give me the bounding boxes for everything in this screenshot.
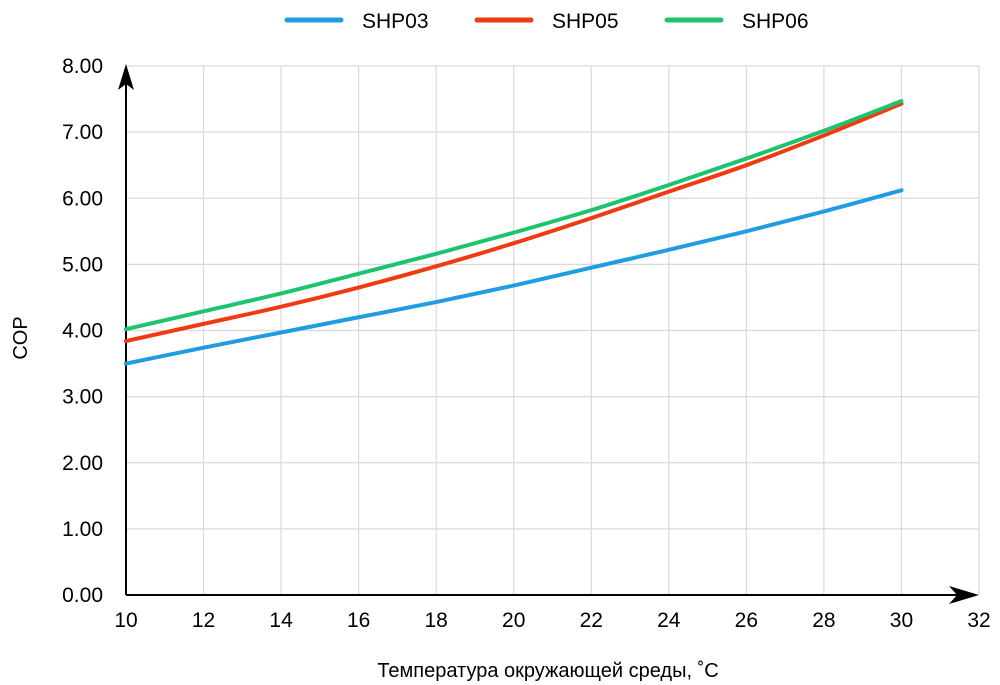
legend-label-shp03: SHP03 xyxy=(362,10,429,33)
y-tick-label: 8.00 xyxy=(62,55,103,78)
y-tick-label: 0.00 xyxy=(62,584,103,607)
x-tick-label: 14 xyxy=(269,609,293,632)
legend-label-shp05: SHP05 xyxy=(552,10,619,33)
legend: SHP03 SHP05 SHP06 xyxy=(284,10,809,33)
series-lines xyxy=(124,99,904,366)
y-tick-label: 4.00 xyxy=(62,320,103,343)
y-tick-label: 2.00 xyxy=(62,452,103,475)
x-tick-label: 30 xyxy=(890,609,913,632)
y-axis-arrow xyxy=(118,64,134,90)
y-tick-label: 6.00 xyxy=(62,187,103,210)
grid xyxy=(126,65,980,595)
axes xyxy=(118,64,979,604)
x-tick-label: 20 xyxy=(502,609,525,632)
y-tick-label: 7.00 xyxy=(62,121,103,144)
x-tick-label: 28 xyxy=(812,609,835,632)
x-tick-label: 18 xyxy=(425,609,448,632)
tick-labels: 10 12 14 16 18 20 22 24 26 28 30 32 0.00 1.00 2.00 3.00… xyxy=(62,55,991,632)
x-tick-label: 10 xyxy=(114,609,137,632)
x-tick-label: 22 xyxy=(580,609,603,632)
legend-label-shp06: SHP06 xyxy=(742,10,809,33)
x-tick-label: 16 xyxy=(347,609,370,632)
y-tick-label: 5.00 xyxy=(62,253,103,276)
x-axis-title: Температура окружающей среды, ˚С xyxy=(377,660,718,682)
y-tick-label: 1.00 xyxy=(62,518,103,541)
series-line-shp06 xyxy=(124,99,904,332)
x-tick-label: 26 xyxy=(735,609,758,632)
x-tick-label: 12 xyxy=(192,609,215,632)
x-tick-label: 24 xyxy=(657,609,681,632)
series-line-shp05 xyxy=(124,101,904,344)
y-tick-label: 3.00 xyxy=(62,386,103,409)
y-axis-title: COP xyxy=(10,316,32,359)
x-axis-arrow xyxy=(949,586,979,604)
series-line-shp03 xyxy=(124,188,904,366)
x-tick-label: 32 xyxy=(967,609,990,632)
